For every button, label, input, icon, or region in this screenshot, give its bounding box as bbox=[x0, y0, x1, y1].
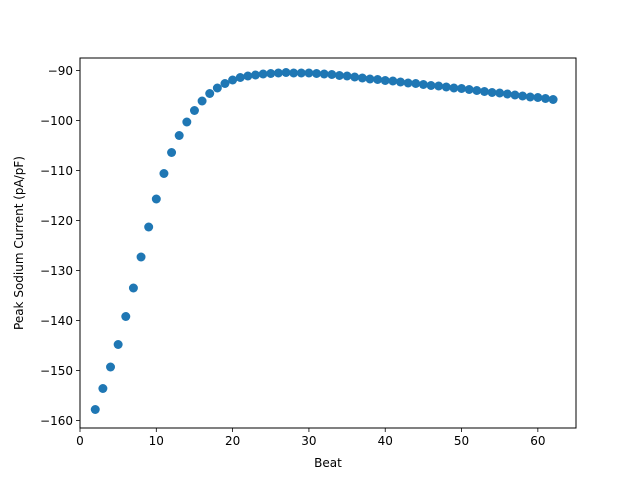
data-point bbox=[212, 83, 222, 93]
data-point bbox=[106, 362, 116, 372]
data-point bbox=[304, 68, 314, 78]
data-point bbox=[113, 340, 123, 349]
data-point bbox=[159, 169, 169, 178]
data-point bbox=[365, 74, 375, 84]
data-point bbox=[281, 68, 291, 77]
data-point bbox=[518, 91, 528, 101]
x-tick-label: 60 bbox=[530, 434, 545, 448]
data-point bbox=[525, 92, 535, 102]
data-point bbox=[128, 283, 138, 293]
data-point bbox=[266, 69, 276, 78]
data-point bbox=[472, 86, 482, 95]
data-point bbox=[457, 84, 467, 93]
data-point bbox=[449, 83, 459, 93]
data-point bbox=[395, 77, 405, 87]
data-point bbox=[510, 90, 520, 100]
data-point bbox=[533, 93, 543, 102]
data-point bbox=[258, 69, 268, 79]
x-tick-label: 40 bbox=[378, 434, 393, 448]
data-point bbox=[189, 106, 199, 115]
y-tick-label: −90 bbox=[48, 64, 73, 78]
y-tick-label: −120 bbox=[40, 214, 73, 228]
x-tick-label: 30 bbox=[301, 434, 316, 448]
data-point bbox=[319, 69, 329, 79]
data-point bbox=[441, 82, 451, 92]
y-tick-label: −130 bbox=[40, 264, 73, 278]
data-point bbox=[289, 68, 299, 78]
data-point bbox=[418, 80, 428, 89]
data-point bbox=[327, 70, 337, 79]
y-axis-ticks: −160 −150 −140 −130 −120 −110 −100 −90 bbox=[40, 64, 80, 428]
y-tick-label: −100 bbox=[40, 114, 73, 128]
data-point bbox=[380, 76, 390, 85]
data-point bbox=[235, 73, 245, 82]
data-point bbox=[373, 75, 383, 84]
data-point bbox=[403, 78, 413, 88]
x-axis-label: Beat bbox=[314, 456, 342, 470]
data-point bbox=[182, 117, 192, 127]
data-point bbox=[228, 75, 238, 85]
x-axis-ticks: 0 10 20 30 40 50 60 bbox=[76, 428, 545, 448]
data-point bbox=[487, 88, 497, 97]
y-tick-label: −110 bbox=[40, 164, 73, 178]
y-tick-label: −140 bbox=[40, 314, 73, 328]
data-point bbox=[479, 87, 489, 96]
data-point bbox=[174, 131, 184, 140]
data-point bbox=[251, 70, 261, 80]
x-tick-label: 50 bbox=[454, 434, 469, 448]
data-point bbox=[243, 71, 253, 81]
x-tick-label: 0 bbox=[76, 434, 84, 448]
data-point bbox=[197, 96, 207, 106]
x-tick-label: 10 bbox=[149, 434, 164, 448]
data-point bbox=[540, 94, 550, 103]
data-point bbox=[167, 148, 177, 157]
y-tick-label: −160 bbox=[40, 414, 73, 428]
data-point bbox=[388, 76, 398, 86]
data-point bbox=[90, 405, 100, 414]
data-point bbox=[151, 194, 161, 204]
data-point bbox=[548, 95, 558, 104]
data-point bbox=[334, 71, 344, 80]
x-tick-label: 20 bbox=[225, 434, 240, 448]
data-point bbox=[464, 85, 474, 94]
data-point bbox=[426, 81, 436, 90]
data-point bbox=[350, 72, 360, 82]
plot-background bbox=[80, 58, 576, 428]
data-point bbox=[121, 312, 131, 321]
data-point bbox=[205, 89, 215, 98]
data-point bbox=[411, 79, 421, 88]
data-point bbox=[312, 69, 322, 78]
data-point bbox=[220, 79, 230, 88]
data-points bbox=[90, 68, 558, 414]
plot-frame bbox=[79, 57, 577, 429]
data-point bbox=[342, 71, 352, 81]
data-point bbox=[502, 89, 512, 99]
data-point bbox=[273, 68, 283, 78]
y-tick-label: −150 bbox=[40, 364, 73, 378]
data-point bbox=[434, 81, 444, 91]
data-point bbox=[136, 252, 146, 262]
data-point bbox=[144, 222, 154, 232]
data-point bbox=[296, 68, 306, 78]
data-point bbox=[98, 384, 108, 393]
data-point bbox=[357, 73, 367, 83]
data-point bbox=[495, 88, 505, 98]
y-axis-label: Peak Sodium Current (pA/pF) bbox=[12, 156, 26, 330]
